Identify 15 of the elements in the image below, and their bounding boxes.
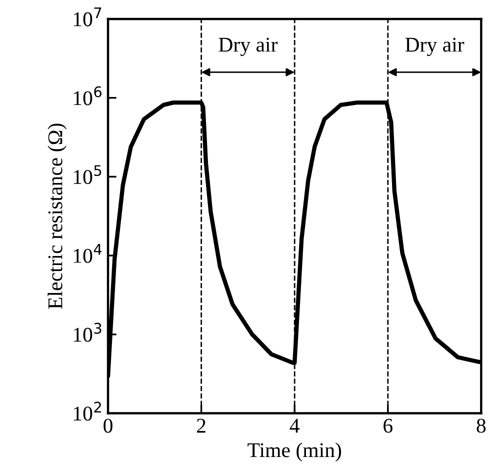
y-tick-label: 10$^{7}$ (74, 8, 102, 26)
x-tick-label: 6 (384, 418, 392, 433)
y-tick-label: 10$^{3}$ (74, 322, 102, 342)
annotation: Dry air (405, 38, 464, 56)
x-axis-title: Time (min) (248, 442, 342, 462)
x-tick-label: 4 (290, 418, 300, 433)
y-axis-title: Electric resistance (Ω) (48, 124, 67, 309)
y-tick-label: 10$^{4}$ (74, 244, 102, 263)
x-tick-label: 0 (104, 418, 112, 433)
x-tick-label: 2 (197, 418, 206, 433)
y-tick-label: 10$^{2}$ (74, 402, 101, 421)
y-tick-label: 10$^{6}$ (74, 86, 102, 106)
x-tick-label: 8 (476, 418, 486, 433)
annotation: Dry air (218, 38, 278, 56)
y-tick-label: 10$^{5}$ (74, 165, 102, 184)
